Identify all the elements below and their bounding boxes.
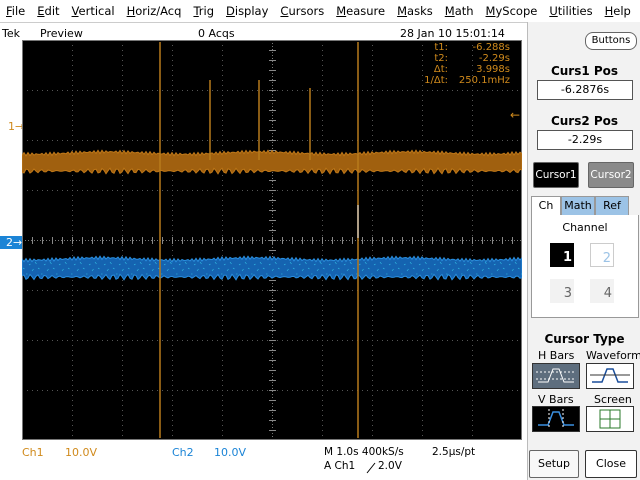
timebase: M 1.0s 400kS/s [324, 446, 404, 458]
menu-item[interactable]: Display [226, 4, 269, 18]
cursor-type-label: H Bars [538, 349, 575, 362]
readout-row: t2: -2.29s [400, 53, 512, 64]
menu-item[interactable]: Help [604, 4, 631, 18]
readout-value: 250.1mHz [458, 75, 510, 86]
cursor-type-label: Screen [594, 393, 632, 406]
menu-item[interactable]: Edit [37, 4, 60, 18]
readout-row: 1/Δt: 250.1mHz [400, 75, 512, 86]
tab[interactable]: Ch [531, 196, 561, 215]
ch2-marker-label: 2 [6, 236, 13, 249]
channel-button[interactable]: 4 [590, 279, 614, 303]
channel-number: 1 [562, 250, 572, 265]
readout-label: t1: [434, 42, 448, 53]
curs2-title: Curs2 Pos [550, 114, 619, 128]
cursor-type-label: V Bars [538, 393, 574, 406]
trigger-marker: ← [510, 108, 521, 122]
cursor2-button[interactable]: Cursor2 [588, 162, 634, 188]
channel-button[interactable]: 2 [590, 243, 614, 267]
menu-item[interactable]: Trig [193, 4, 215, 18]
channel-number: 3 [563, 286, 572, 301]
readout-label: t2: [434, 53, 448, 64]
curs1-value[interactable]: -6.2876s [537, 80, 633, 100]
ch1-scale: 10.0V [65, 446, 98, 459]
channel-number: 2 [602, 251, 611, 266]
brand: Tek [2, 27, 20, 40]
footer: Ch1 10.0V Ch2 10.0V M 1.0s 400kS/s 2.5μs… [0, 440, 527, 480]
screen-button[interactable] [586, 406, 634, 432]
trigger-source: A Ch1 [324, 460, 356, 472]
acquisitions: 0 Acqs [198, 27, 235, 40]
hbars-button[interactable] [532, 363, 580, 389]
ch2-waveform [22, 255, 522, 281]
curs2-value[interactable]: -2.29s [537, 130, 633, 150]
channel-number: 4 [603, 286, 612, 301]
menu-item[interactable]: MyScope [485, 4, 538, 18]
channel-button[interactable]: 3 [550, 279, 574, 303]
ch2-noise [22, 261, 522, 275]
ch1-waveform [22, 149, 522, 175]
trigger-level: 2.0V [378, 460, 402, 472]
side-panel: Curs1 Pos -6.2876s Curs2 Pos -2.29s Curs… [527, 22, 640, 480]
channel-group: Channel 1 2 3 4 [531, 215, 639, 318]
menu-item[interactable]: Math [444, 4, 474, 18]
readout-row: Δt: 3.998s [400, 64, 512, 75]
graticule-border [22, 40, 522, 440]
waveform-button[interactable] [586, 363, 634, 389]
ch1-marker-label: 1 [8, 120, 15, 133]
mode: Preview [40, 27, 83, 40]
grid [22, 40, 522, 440]
channel-title: Channel [562, 221, 608, 234]
ch2-scale: 10.0V [214, 446, 247, 459]
readout-value: -6.288s [472, 42, 510, 53]
readout-value: 3.998s [476, 64, 510, 75]
tab[interactable]: Math [561, 196, 595, 216]
ch1-marker: 1→ [8, 120, 25, 133]
channel-button[interactable]: 1 [550, 243, 574, 267]
menu-item[interactable]: Vertical [71, 4, 115, 18]
cursor-readout: t1: -6.288s t2: -2.29s Δt: 3.998s 1/Δt: 250.1mH… [400, 42, 512, 86]
ch1-trace [22, 149, 522, 175]
resolution: 2.5μs/pt [432, 446, 476, 458]
ch2-trace [22, 255, 522, 281]
menu-item[interactable]: Horiz/Acq [126, 4, 182, 18]
ch1-label: Ch1 [22, 446, 44, 459]
ch2-marker: 2→ [0, 236, 22, 249]
menu-item[interactable]: Cursors [280, 4, 325, 18]
readout-row: t1: -6.288s [400, 42, 512, 53]
status-bar: Tek Preview 0 Acqs 28 Jan 10 15:01:14 [0, 22, 527, 40]
trigger-slope [366, 462, 376, 474]
readout-label: 1/Δt: [424, 75, 448, 86]
cursor-type-title: Cursor Type [544, 332, 625, 346]
cursor1-button[interactable]: Cursor1 [533, 162, 579, 188]
tab[interactable]: Ref [595, 196, 629, 216]
menu-item[interactable]: Measure [336, 4, 386, 18]
graticule [22, 40, 522, 440]
menu-bar: File Edit Vertical Horiz/Acq Trig Display Curs… [0, 0, 640, 23]
ch2-label: Ch2 [172, 446, 194, 459]
timestamp: 28 Jan 10 15:01:14 [400, 27, 505, 40]
vbars-button[interactable] [532, 406, 580, 432]
setup-button[interactable]: Setup [529, 450, 579, 478]
buttons-toggle[interactable]: Buttons [585, 32, 637, 50]
menu-item[interactable]: Utilities [549, 4, 593, 18]
menu-item[interactable]: Masks [397, 4, 433, 18]
menu-item[interactable]: File [6, 4, 26, 18]
curs1-title: Curs1 Pos [550, 64, 619, 78]
cursor-type-label: Waveform [586, 349, 640, 362]
readout-value: -2.29s [478, 53, 510, 64]
readout-label: Δt: [433, 64, 448, 75]
close-button[interactable]: Close [585, 450, 637, 478]
